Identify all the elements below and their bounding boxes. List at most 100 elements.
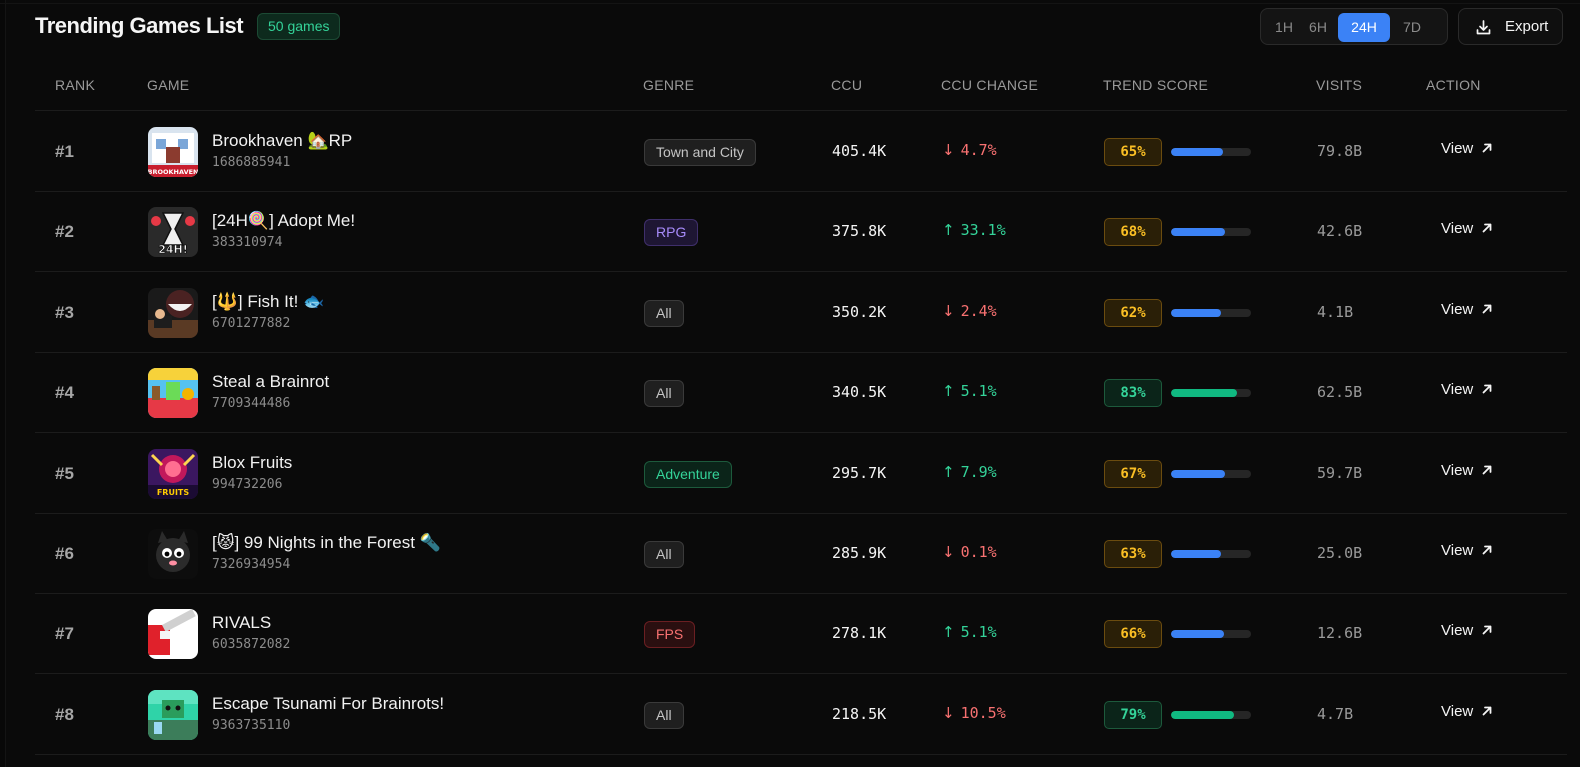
trend-score-badge: 66% [1104, 620, 1162, 649]
view-button[interactable]: View [1441, 301, 1493, 318]
range-6h-button[interactable]: 6H [1309, 19, 1327, 35]
table-row[interactable]: #5 FRUITS Blox Fruits 994732206 Adventure 295… [35, 433, 1567, 514]
game-id: 6035872082 [212, 637, 291, 653]
game-id: 1686885941 [212, 155, 291, 170]
visits-value: 25.0B [1317, 544, 1363, 562]
table-row[interactable]: #1 BROOKHAVEN Brookhaven 🏡RP 1686885941 Town… [35, 111, 1567, 192]
ccu-change: ↑ 7.9% [942, 463, 997, 481]
trend-score-bar [1171, 630, 1251, 639]
genre-badge: All [644, 541, 684, 568]
table-row[interactable]: #8 Escape Tsunami For Brainrots! 936373511… [35, 674, 1567, 755]
game-thumbnail[interactable] [148, 529, 198, 579]
trend-score-bar [1171, 469, 1251, 478]
external-arrow-icon [1482, 706, 1492, 716]
genre-badge: All [644, 380, 684, 408]
game-id: 9363735110 [212, 717, 291, 733]
ccu-change: ↑ 5.1% [942, 623, 997, 641]
game-thumbnail[interactable]: 24H! [148, 207, 198, 258]
table-row[interactable]: #7 RIVALS 6035872082 FPS 278.1K ↑ 5.1% 66% 12.6B… [35, 593, 1567, 675]
trend-score-fill [1171, 389, 1238, 398]
visits-value: 4.1B [1317, 302, 1354, 321]
table-header: RANK GAME GENRE CCU CCU CHANGE TREND SCO… [35, 70, 1567, 111]
trend-score-fill [1171, 550, 1222, 558]
col-rank: RANK [55, 77, 96, 93]
arrow-up-icon: ↑ [942, 221, 955, 240]
trend-score-badge: 62% [1104, 298, 1162, 327]
genre-badge: All [644, 701, 684, 729]
page-title: Trending Games List [35, 13, 244, 38]
range-24h-button[interactable]: 24H [1338, 13, 1390, 42]
trend-score-badge: 65% [1104, 138, 1162, 166]
table-row[interactable]: #2 24H! [24H🍭] Adopt Me! 383310974 RPG 375.8K… [35, 191, 1567, 273]
col-game: GAME [147, 77, 190, 93]
visits-value: 62.5B [1317, 383, 1363, 402]
arrow-down-icon: ↓ [942, 141, 955, 159]
game-id: 7326934954 [212, 557, 291, 572]
external-arrow-icon [1482, 143, 1492, 153]
view-label: View [1441, 140, 1474, 157]
view-button[interactable]: View [1441, 220, 1493, 237]
external-arrow-icon [1482, 545, 1492, 555]
arrow-up-icon: ↑ [942, 382, 955, 401]
rank-cell: #4 [55, 383, 74, 403]
ccu-change-value: 33.1% [960, 221, 1006, 240]
view-button[interactable]: View [1441, 622, 1493, 639]
visits-value: 79.8B [1317, 142, 1363, 160]
visits-value: 12.6B [1317, 624, 1363, 643]
rank-cell: #2 [55, 222, 74, 242]
external-arrow-icon [1482, 465, 1492, 474]
svg-text:24H!: 24H! [158, 243, 188, 256]
trend-score-fill [1171, 308, 1221, 317]
table-row[interactable]: #6 [😾] 99 Nights in the Forest 🔦 732693495… [35, 513, 1567, 594]
ccu-change-value: 4.7% [960, 141, 997, 159]
ccu-change: ↓ 0.1% [942, 543, 997, 561]
game-id: 7709344486 [212, 396, 291, 412]
range-7d-button[interactable]: 7D [1403, 19, 1421, 35]
svg-text:FRUITS: FRUITS [157, 488, 190, 497]
view-button[interactable]: View [1441, 703, 1493, 720]
view-label: View [1441, 381, 1474, 399]
trend-score-bar [1171, 389, 1251, 398]
ccu-value: 295.7K [832, 463, 887, 482]
table-row[interactable]: #4 Steal a Brainrot 7709344486 All 340.5K ↑ 5.… [35, 352, 1567, 434]
col-trend-score: TREND SCORE [1103, 77, 1209, 93]
view-label: View [1441, 461, 1474, 479]
col-ccu-change: CCU CHANGE [941, 77, 1039, 93]
arrow-down-icon: ↓ [942, 543, 955, 561]
view-button[interactable]: View [1441, 542, 1493, 559]
ccu-change-value: 7.9% [960, 462, 997, 481]
game-name: [🔱] Fish It! 🐟 [212, 291, 325, 311]
ccu-value: 405.4K [832, 142, 887, 160]
view-button[interactable]: View [1441, 381, 1493, 398]
game-thumbnail[interactable]: FRUITS [148, 448, 198, 499]
game-thumbnail[interactable] [148, 287, 198, 338]
game-thumbnail[interactable] [148, 689, 198, 740]
genre-badge: All [644, 299, 684, 327]
ccu-value: 285.9K [832, 544, 887, 562]
export-button[interactable]: Export [1458, 8, 1563, 45]
left-edge-divider [0, 0, 6, 767]
external-arrow-icon [1482, 223, 1492, 233]
view-button[interactable]: View [1441, 462, 1493, 479]
game-thumbnail[interactable]: BROOKHAVEN [148, 127, 198, 177]
game-name: Brookhaven 🏡RP [212, 131, 353, 150]
view-button[interactable]: View [1441, 140, 1493, 157]
ccu-change: ↓ 10.5% [942, 704, 1006, 722]
trend-score-badge: 79% [1104, 700, 1162, 729]
external-arrow-icon [1482, 304, 1492, 314]
rank-cell: #6 [55, 544, 74, 563]
range-1h-button[interactable]: 1H [1275, 19, 1293, 35]
rank-cell: #5 [55, 463, 74, 483]
ccu-value: 375.8K [832, 222, 887, 241]
trend-score-fill [1171, 228, 1226, 237]
ccu-change: ↑ 5.1% [942, 382, 997, 400]
table-row[interactable]: #3 [🔱] Fish It! 🐟 6701277882 All 350.2K ↓ 2.4%… [35, 272, 1567, 353]
game-thumbnail[interactable] [148, 368, 198, 419]
ccu-change-value: 5.1% [960, 382, 997, 401]
view-label: View [1441, 300, 1474, 318]
game-thumbnail[interactable] [148, 609, 198, 660]
trend-score-bar [1171, 710, 1251, 719]
game-name: [24H🍭] Adopt Me! [212, 211, 356, 231]
visits-value: 59.7B [1317, 463, 1363, 482]
